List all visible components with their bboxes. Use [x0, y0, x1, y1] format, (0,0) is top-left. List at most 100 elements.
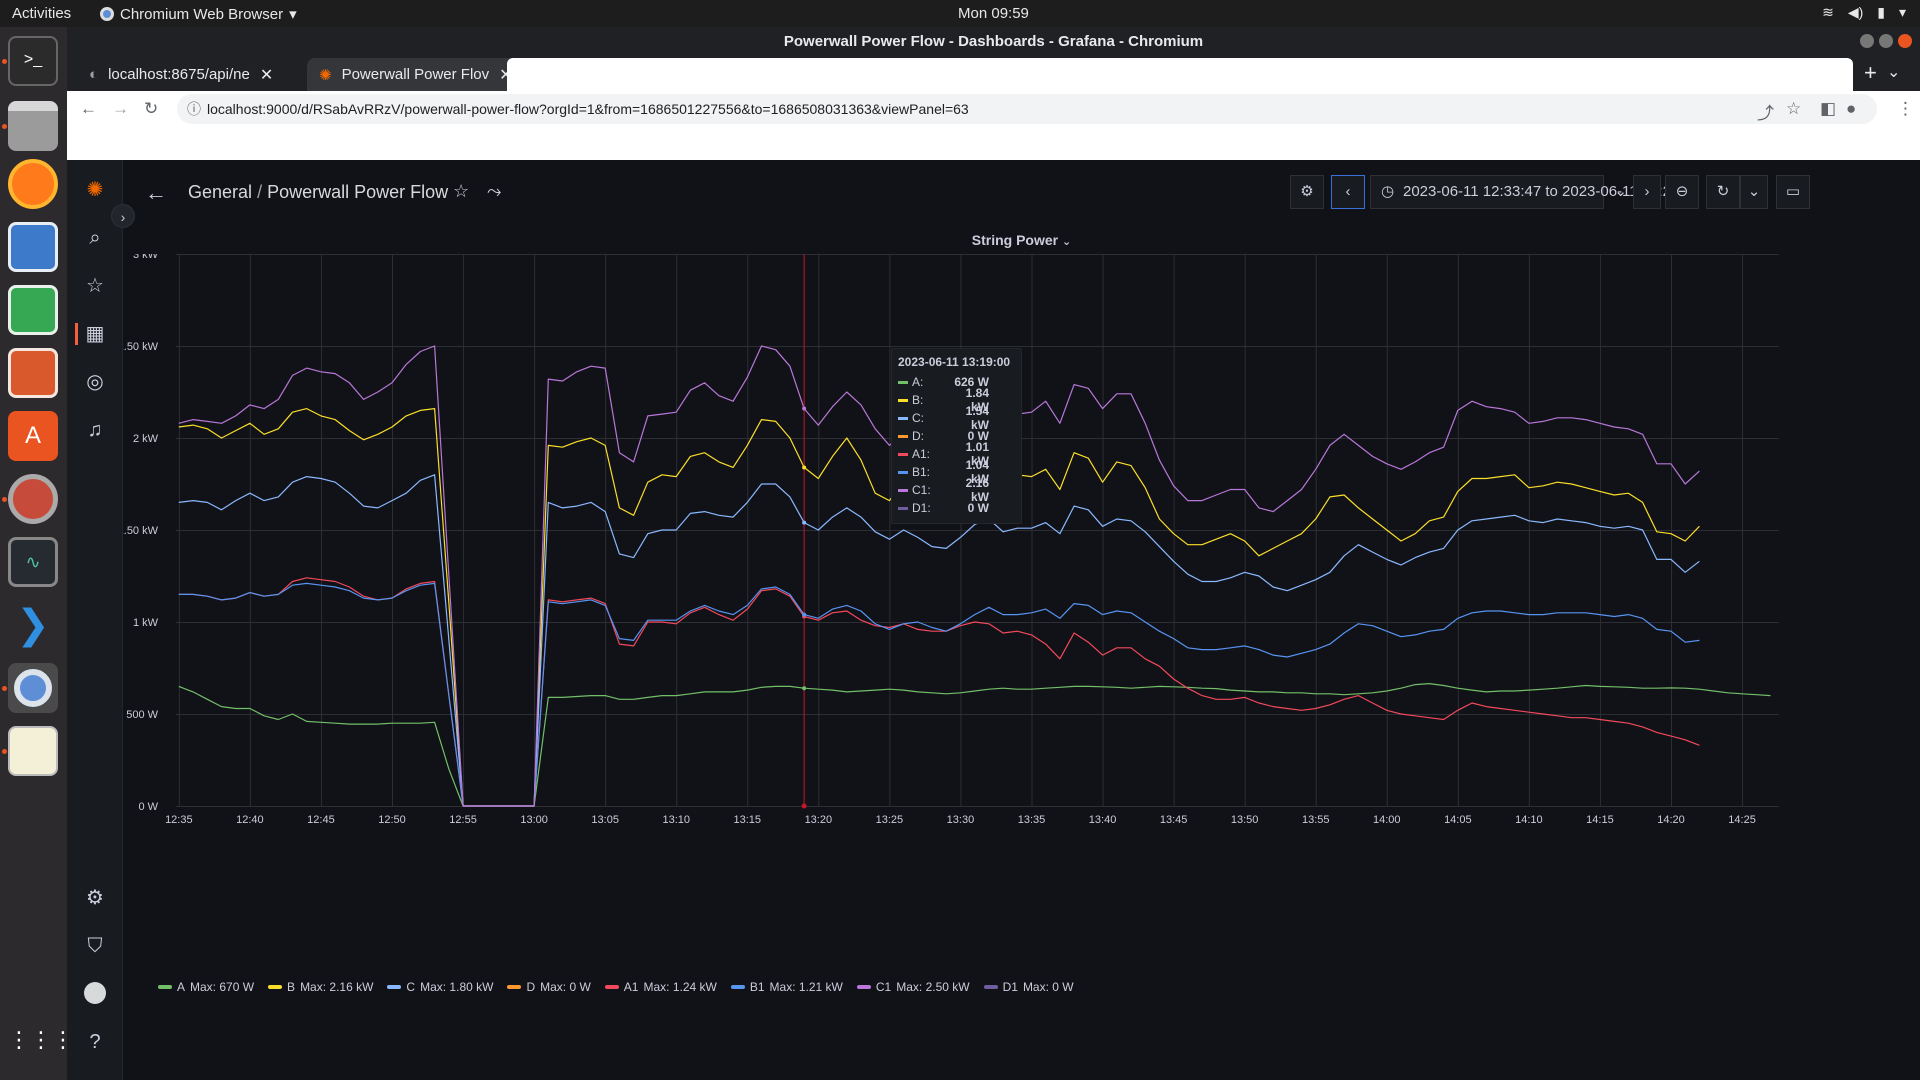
- time-series-chart[interactable]: 0 W 500 W 1 kW 1.50 kW 2 kW 2.50 kW 3 kW 12:35 1…: [123, 254, 1920, 984]
- running-indicator: [2, 59, 7, 64]
- legend-item-b1[interactable]: B1 Max: 1.21 kW: [730, 980, 843, 994]
- panel-title[interactable]: String Power ⌄: [123, 232, 1920, 248]
- profile-avatar-icon[interactable]: [83, 982, 107, 1006]
- x-tick-label: 13:00: [520, 814, 548, 826]
- tv-mode-button[interactable]: ▭: [1776, 175, 1810, 209]
- legend-item-a[interactable]: A Max: 670 W: [158, 980, 254, 994]
- new-tab-icon[interactable]: +: [1864, 60, 1877, 85]
- maximize-button[interactable]: [1879, 34, 1893, 48]
- time-back-button[interactable]: ‹: [1331, 175, 1365, 209]
- tooltip-value: 0 W: [967, 501, 989, 515]
- legend-item-d1[interactable]: D1 Max: 0 W: [983, 980, 1074, 994]
- x-tick-label: 13:45: [1160, 814, 1188, 826]
- tooltip-time: 2023-06-11 13:19:00: [898, 355, 1011, 369]
- show-apps-icon[interactable]: ⋮⋮⋮: [8, 1027, 74, 1052]
- star-icon[interactable]: ☆: [453, 181, 470, 201]
- explore-icon[interactable]: ◎: [86, 371, 104, 393]
- y-tick-label: 1 kW: [133, 617, 159, 629]
- bookmark-star-icon[interactable]: ☆: [1786, 99, 1802, 118]
- wifi-icon: ≋: [1822, 4, 1834, 20]
- close-icon[interactable]: ✕: [259, 66, 274, 84]
- share-icon[interactable]: ⤴: [1757, 104, 1774, 123]
- forward-icon[interactable]: →: [112, 99, 129, 118]
- breadcrumb-folder[interactable]: General: [188, 182, 253, 202]
- url-text: localhost:9000/d/RSabAvRRzV/powerwall-po…: [207, 101, 969, 117]
- menu-icon[interactable]: ⋮: [1897, 99, 1914, 118]
- writer-icon[interactable]: [8, 222, 58, 272]
- settings-tool-icon[interactable]: [8, 474, 58, 524]
- starred-icon[interactable]: ☆: [86, 275, 104, 297]
- tab-grafana[interactable]: ✺ Powerwall Power Flov ✕: [307, 58, 539, 91]
- dashboard-title[interactable]: Powerwall Power Flow: [267, 182, 449, 202]
- firefox-icon[interactable]: [8, 159, 58, 209]
- expand-menu-icon[interactable]: ›: [111, 204, 135, 228]
- vscode-icon[interactable]: ❯: [16, 603, 50, 647]
- alerting-icon[interactable]: ♫: [87, 419, 103, 441]
- panel: String Power ⌄ 0 W 500 W 1 kW 1.50 kW 2 kW 2.…: [123, 224, 1920, 1080]
- x-tick-label: 12:40: [236, 814, 264, 826]
- terminal-icon[interactable]: >_: [8, 36, 58, 86]
- series-line-c: [178, 474, 1700, 807]
- software-center-icon[interactable]: A: [8, 411, 58, 461]
- side-panel-icon[interactable]: ◧: [1820, 99, 1837, 118]
- configuration-icon[interactable]: ⚙: [86, 887, 104, 909]
- tooltip-rows: A: 626 W B: 1.84 kW C: 1.54 kW D: 0 W A1: 1.01 kW…: [898, 373, 1015, 517]
- tooltip-row-b1: B1: 1.04 kW: [898, 458, 1015, 486]
- chromium-icon[interactable]: [8, 663, 58, 713]
- dashboard-settings-button[interactable]: ⚙: [1290, 175, 1324, 209]
- close-window-button[interactable]: [1898, 34, 1912, 48]
- refresh-button[interactable]: ↻: [1706, 175, 1740, 209]
- reload-icon[interactable]: ↻: [144, 99, 159, 118]
- legend-item-a1[interactable]: A1 Max: 1.24 kW: [604, 980, 717, 994]
- file-manager-icon[interactable]: [8, 101, 58, 151]
- x-tick-label: 13:30: [947, 814, 975, 826]
- time-range-picker[interactable]: ◷ 2023-06-11 12:33:47 to 2023-06-11 14:2…: [1370, 175, 1699, 209]
- legend-swatch: [387, 985, 402, 989]
- legend-name: D: [526, 980, 536, 994]
- time-forward-button[interactable]: ›: [1633, 175, 1661, 209]
- tooltip-value: 1.84 kW: [965, 386, 989, 414]
- legend-item-b[interactable]: B Max: 2.16 kW: [268, 980, 373, 994]
- system-tray[interactable]: ≋ ◀) ▮ ▾: [1822, 4, 1906, 21]
- legend-item-c[interactable]: C Max: 1.80 kW: [387, 980, 493, 994]
- site-info-icon[interactable]: ⓘ: [187, 101, 201, 117]
- dashboards-icon[interactable]: ▦: [85, 323, 105, 345]
- window-title: Powerwall Power Flow - Dashboards - Graf…: [783, 33, 1204, 50]
- x-tick-label: 13:55: [1302, 814, 1330, 826]
- search-icon[interactable]: ⌕: [89, 227, 101, 249]
- series-line-b1: [178, 582, 1700, 807]
- system-monitor-icon[interactable]: ∿: [8, 537, 58, 587]
- refresh-interval-button[interactable]: ⌄: [1740, 175, 1768, 209]
- help-icon[interactable]: ?: [89, 1031, 101, 1053]
- text-editor-icon[interactable]: [8, 726, 58, 776]
- hover-point-b: [802, 465, 807, 470]
- back-arrow-icon[interactable]: ←: [145, 180, 167, 205]
- dashboard-header: ← General / Powerwall Power Flow ☆ ⤳ ⚙ ‹…: [123, 160, 1920, 224]
- legend-name: A1: [623, 980, 639, 994]
- time-range-text: 2023-06-11 12:33:47 to 2023-06-11 14:27:…: [1403, 183, 1700, 200]
- refresh-icon: ↻: [1716, 183, 1730, 200]
- tab-search-icon[interactable]: ⌄: [1887, 64, 1901, 81]
- minimize-button[interactable]: [1860, 34, 1874, 48]
- legend-item-d[interactable]: D Max: 0 W: [507, 980, 591, 994]
- tab-api[interactable]: ◐ localhost:8675/api/ne ✕: [77, 58, 303, 91]
- back-icon[interactable]: ←: [80, 99, 97, 118]
- address-bar[interactable]: ⓘ localhost:9000/d/RSabAvRRzV/powerwall-…: [177, 94, 1877, 124]
- tooltip-row-d: D: 0 W: [898, 427, 1015, 445]
- x-tick-label: 13:15: [734, 814, 762, 826]
- share-icon[interactable]: ⤳: [487, 181, 502, 201]
- server-admin-icon[interactable]: ⛉: [87, 935, 103, 957]
- chevron-down-icon: ⌄: [1614, 183, 1627, 200]
- legend-swatch: [268, 985, 283, 989]
- gear-icon: ⚙: [1300, 183, 1314, 200]
- legend-item-c1[interactable]: C1 Max: 2.50 kW: [856, 980, 970, 994]
- grafana-logo-icon[interactable]: ✺: [86, 179, 104, 201]
- activities-button[interactable]: Activities: [12, 5, 72, 22]
- zoom-out-button[interactable]: ⊖: [1665, 175, 1699, 209]
- clock[interactable]: Mon 09:59: [958, 5, 1029, 22]
- running-indicator: [2, 124, 7, 129]
- impress-icon[interactable]: [8, 348, 58, 398]
- app-menu[interactable]: Chromium Web Browser ▾: [100, 5, 297, 23]
- calc-icon[interactable]: [8, 285, 58, 335]
- profile-icon[interactable]: ●: [1846, 99, 1857, 118]
